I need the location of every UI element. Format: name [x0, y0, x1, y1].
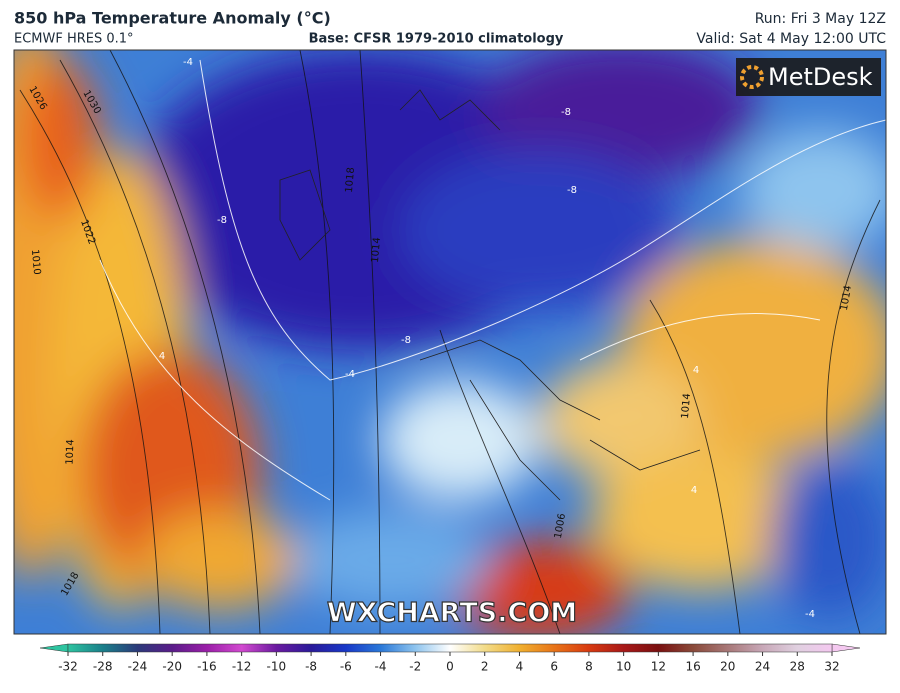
colorbar-tick-label: 32	[824, 660, 839, 674]
colorbar-tick-label: -28	[93, 660, 113, 674]
colorbar-tick-label: 4	[516, 660, 524, 674]
colorbar-tick-label: 12	[651, 660, 666, 674]
model: ECMWF HRES 0.1°	[14, 32, 134, 47]
colorbar-tick-label: -32	[58, 660, 78, 674]
run: Run: Fri 3 May 12Z	[755, 11, 886, 27]
map-frame	[13, 49, 887, 635]
isobar-label: 1014	[680, 393, 693, 419]
anomaly-label: -8	[401, 335, 411, 346]
anomaly-label: -8	[567, 185, 577, 196]
valid: Valid: Sat 4 May 12:00 UTC	[696, 31, 886, 47]
base: Base: CFSR 1979-2010 climatology	[309, 32, 564, 47]
colorbar-tick-label: 24	[755, 660, 770, 674]
colorbar-tick-label: 6	[550, 660, 558, 674]
anomaly-label: 4	[159, 351, 165, 362]
colorbar-tick-label: -4	[375, 660, 387, 674]
colorbar	[67, 643, 833, 653]
colorbar-tick-label: 10	[616, 660, 631, 674]
colorbar-tick-label: -16	[197, 660, 217, 674]
anomaly-label: -8	[217, 215, 227, 226]
colorbar-tick-label: -2	[409, 660, 421, 674]
brand-box	[736, 58, 881, 96]
brand: MetDesk	[768, 63, 873, 91]
colorbar-tick-label: -12	[232, 660, 252, 674]
anomaly-contours	[99, 59, 886, 501]
watermark: WXCHARTS.COM	[327, 598, 577, 629]
anomaly-label: -4	[345, 369, 355, 380]
colorbar-tick-label: 0	[446, 660, 454, 674]
colorbar-tick-label: -6	[340, 660, 352, 674]
isobar-label: 1014	[839, 285, 854, 312]
colorbar-tick-label: 20	[720, 660, 735, 674]
colorbar-tick-label: 28	[790, 660, 805, 674]
colorbar-tick-label: -20	[162, 660, 182, 674]
anomaly-label: -4	[183, 57, 193, 68]
colorbar-tick-label: -10	[267, 660, 287, 674]
isobar-label: 1018	[344, 167, 357, 193]
isobars	[19, 50, 881, 634]
map: 1026 103010221010101810141018101410061014…	[14, 50, 886, 634]
colorbar-tick-label: 2	[481, 660, 489, 674]
anomaly-label: -8	[561, 107, 571, 118]
title: 850 hPa Temperature Anomaly (°C)	[14, 9, 331, 28]
anomaly-field	[14, 50, 886, 634]
anomaly-label: 4	[691, 485, 697, 496]
anomaly-label: 4	[693, 365, 699, 376]
coastlines	[279, 89, 701, 501]
colorbar-tick-label: -24	[128, 660, 148, 674]
anomaly-label: -4	[805, 609, 815, 620]
colorbar-tick-label: 16	[685, 660, 700, 674]
isobar-label: 1010	[29, 249, 42, 275]
colorbar-tick-label: 8	[585, 660, 593, 674]
brand-logo	[740, 65, 764, 89]
colorbar-tick-label: -8	[305, 660, 317, 674]
isobar-label: 1014	[65, 439, 77, 465]
isobar-label: 1006	[553, 513, 568, 540]
isobar-label: 1014	[370, 237, 383, 263]
